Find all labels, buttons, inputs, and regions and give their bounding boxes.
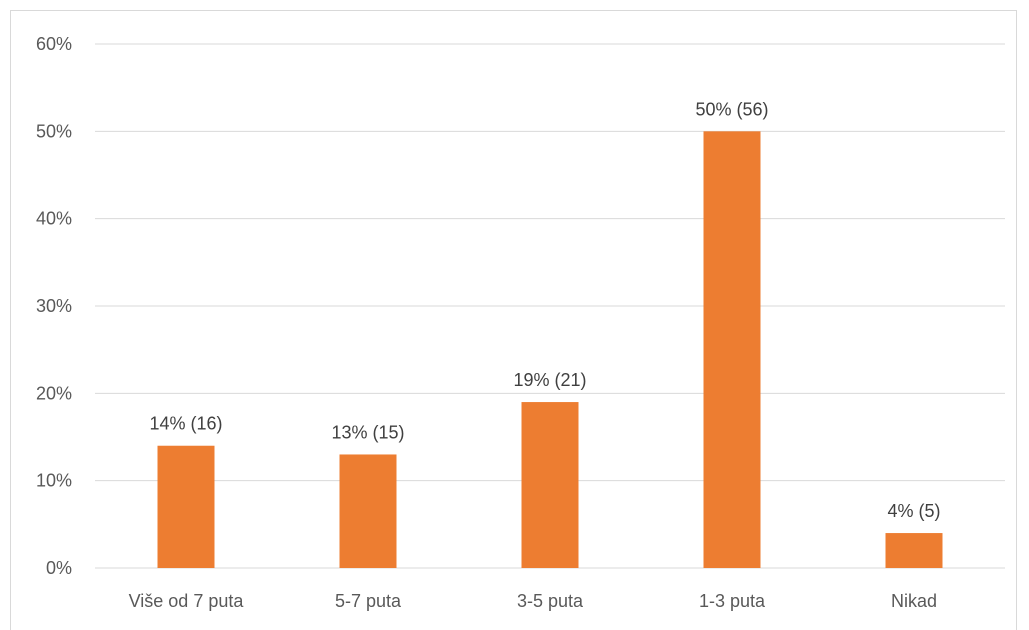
bar [339,454,397,568]
y-tick-label: 20% [36,383,72,403]
bars [157,131,943,569]
x-tick-label: Nikad [891,591,937,611]
data-label: 13% (15) [331,422,404,442]
bar [885,533,943,568]
data-label: 19% (21) [513,370,586,390]
data-labels: 14% (16) 13% (15) 19% (21) 50% (56) 4% (5) [149,99,940,521]
y-tick-label: 40% [36,209,72,229]
x-tick-label: Više od 7 puta [129,591,245,611]
x-tick-label: 3-5 puta [517,591,584,611]
bar [521,402,579,568]
data-label: 4% (5) [887,501,940,521]
x-tick-label: 5-7 puta [335,591,402,611]
data-label: 50% (56) [695,99,768,119]
y-tick-label: 0% [46,558,72,578]
bar [703,131,761,569]
y-tick-label: 50% [36,121,72,141]
y-tick-label: 10% [36,471,72,491]
x-tick-label: 1-3 puta [699,591,766,611]
y-axis-tick-labels: 0% 10% 20% 30% 40% 50% 60% [36,34,72,578]
data-label: 14% (16) [149,414,222,434]
bar [157,445,215,568]
x-axis-tick-labels: Više od 7 puta 5-7 puta 3-5 puta 1-3 puta Ni… [129,591,937,611]
y-tick-label: 60% [36,34,72,54]
y-tick-label: 30% [36,296,72,316]
